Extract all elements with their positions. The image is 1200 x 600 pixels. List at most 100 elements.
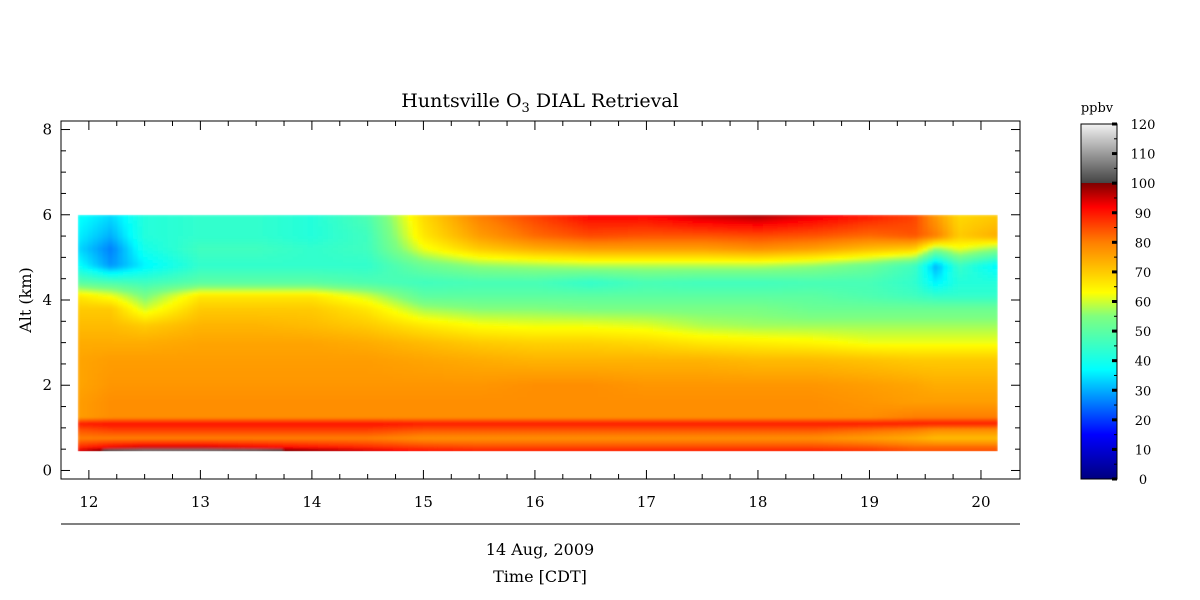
heatmap-cell: [92, 217, 99, 222]
heatmap-cell: [152, 244, 159, 249]
heatmap-cell: [497, 247, 504, 252]
heatmap-cell: [982, 283, 989, 288]
heatmap-cell: [157, 280, 164, 285]
heatmap-cell: [142, 295, 149, 300]
heatmap-cell: [312, 271, 319, 276]
heatmap-cell: [747, 229, 754, 234]
heatmap-cell: [737, 235, 744, 240]
heatmap-cell: [197, 247, 204, 252]
heatmap-cell: [192, 292, 199, 297]
heatmap-cell: [972, 277, 979, 282]
heatmap-cell: [272, 250, 279, 255]
heatmap-cell: [117, 256, 124, 261]
heatmap-cell: [337, 277, 344, 282]
heatmap-cell: [852, 292, 859, 297]
heatmap-cell: [237, 235, 244, 240]
heatmap-cell: [112, 214, 119, 219]
heatmap-cell: [757, 289, 764, 294]
heatmap-cell: [212, 214, 219, 219]
chart-title-subscript: 3: [522, 101, 530, 116]
heatmap-cell: [432, 217, 439, 222]
heatmap-cell: [487, 250, 494, 255]
heatmap-cell: [712, 250, 719, 255]
heatmap-cell: [962, 247, 969, 252]
heatmap-cell: [702, 229, 709, 234]
heatmap-cell: [97, 292, 104, 297]
heatmap-cell: [362, 259, 369, 264]
heatmap-cell: [462, 250, 469, 255]
heatmap-cell: [462, 226, 469, 231]
heatmap-cell: [587, 226, 594, 231]
heatmap-cell: [82, 214, 89, 219]
heatmap-cell: [692, 223, 699, 228]
heatmap-cell: [167, 289, 174, 294]
heatmap-cell: [647, 238, 654, 243]
heatmap-cell: [227, 229, 234, 234]
heatmap-cell: [107, 280, 114, 285]
heatmap-cell: [502, 277, 509, 282]
heatmap-cell: [697, 220, 704, 225]
heatmap-cell: [282, 244, 289, 249]
heatmap-cell: [462, 292, 469, 297]
heatmap-cell: [502, 259, 509, 264]
heatmap-cell: [952, 277, 959, 282]
heatmap-cell: [932, 229, 939, 234]
heatmap-cell: [182, 292, 189, 297]
heatmap-cell: [82, 268, 89, 273]
heatmap-cell: [672, 229, 679, 234]
heatmap-cell: [482, 232, 489, 237]
heatmap-cell: [792, 244, 799, 249]
heatmap-cell: [922, 238, 929, 243]
heatmap-cell: [837, 226, 844, 231]
heatmap-cell: [747, 241, 754, 246]
heatmap-cell: [817, 232, 824, 237]
heatmap-cell: [742, 286, 749, 291]
heatmap-cell: [767, 283, 774, 288]
heatmap-cell: [882, 247, 889, 252]
heatmap-cell: [92, 235, 99, 240]
heatmap-cell: [887, 220, 894, 225]
heatmap-cell: [807, 286, 814, 291]
heatmap-cell: [167, 250, 174, 255]
heatmap-cell: [357, 232, 364, 237]
heatmap-cell: [547, 226, 554, 231]
heatmap-cell: [467, 253, 474, 258]
heatmap-cell: [357, 229, 364, 234]
heatmap-cell: [337, 289, 344, 294]
heatmap-cell: [577, 238, 584, 243]
chart-title-rest: DIAL Retrieval: [530, 90, 679, 112]
heatmap-cell: [562, 256, 569, 261]
heatmap-cell: [882, 262, 889, 267]
heatmap-cell: [447, 292, 454, 297]
heatmap-cell: [697, 265, 704, 270]
heatmap-cell: [967, 226, 974, 231]
heatmap-cell: [482, 235, 489, 240]
heatmap-cell: [792, 235, 799, 240]
heatmap-cell: [897, 214, 904, 219]
heatmap-cell: [872, 289, 879, 294]
heatmap-cell: [367, 283, 374, 288]
heatmap-cell: [827, 265, 834, 270]
heatmap-cell: [627, 244, 634, 249]
heatmap-cell: [362, 262, 369, 267]
heatmap-cell: [137, 244, 144, 249]
heatmap-cell: [912, 271, 919, 276]
heatmap-cell: [982, 268, 989, 273]
heatmap-cell: [92, 229, 99, 234]
heatmap-cell: [872, 262, 879, 267]
heatmap-cell: [862, 235, 869, 240]
heatmap-cell: [787, 244, 794, 249]
heatmap-cell: [82, 286, 89, 291]
heatmap-cell: [197, 232, 204, 237]
heatmap-cell: [872, 292, 879, 297]
heatmap-cell: [927, 229, 934, 234]
heatmap-cell: [857, 241, 864, 246]
heatmap-cell: [172, 229, 179, 234]
heatmap-cell: [627, 214, 634, 219]
heatmap-cell: [402, 274, 409, 279]
heatmap-cell: [277, 214, 284, 219]
heatmap-cell: [462, 253, 469, 258]
heatmap-cell: [472, 244, 479, 249]
heatmap-cell: [867, 220, 874, 225]
heatmap-cell: [357, 274, 364, 279]
